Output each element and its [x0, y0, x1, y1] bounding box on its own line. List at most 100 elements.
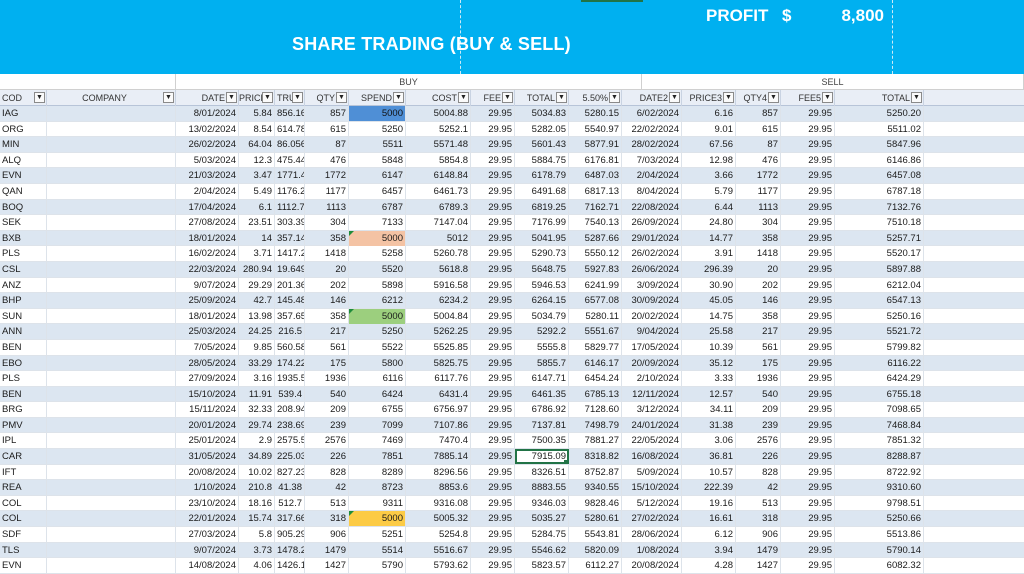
cell[interactable]: 22/05/2024 [622, 433, 682, 449]
cell[interactable] [47, 402, 176, 418]
cell[interactable]: 239 [736, 417, 781, 433]
cell[interactable]: 5035.27 [515, 511, 569, 527]
cell[interactable]: 5799.82 [835, 339, 924, 355]
cell[interactable]: 5848 [349, 152, 406, 168]
cell[interactable] [47, 215, 176, 231]
cell[interactable]: 42.7 [239, 293, 275, 309]
cell[interactable]: 25/01/2024 [176, 433, 239, 449]
cell[interactable]: 34.11 [682, 402, 736, 418]
cell[interactable]: 145.48 [277, 293, 305, 309]
cell[interactable]: 64.04 [239, 137, 275, 153]
cell[interactable]: IPL [0, 433, 47, 449]
cell[interactable]: 6.44 [682, 199, 736, 215]
cell[interactable]: 29.95 [781, 230, 835, 246]
cell[interactable]: 17/05/2024 [622, 339, 682, 355]
cell[interactable]: 29.95 [781, 121, 835, 137]
cell[interactable]: 29.95 [781, 324, 835, 340]
cell[interactable] [47, 511, 176, 527]
cell[interactable] [47, 449, 176, 465]
cell[interactable]: 29.95 [471, 230, 515, 246]
cell[interactable]: 1935.5 [277, 371, 305, 387]
cell[interactable]: 6786.92 [515, 402, 569, 418]
cell[interactable]: 29.95 [471, 168, 515, 184]
column-header[interactable]: PRICE ▼ [239, 90, 275, 106]
cell[interactable]: 29.95 [781, 199, 835, 215]
cell[interactable] [47, 121, 176, 137]
column-header[interactable]: COST ▼ [406, 90, 471, 106]
column-header[interactable]: TRU ▼ [275, 90, 305, 106]
cell[interactable]: 3.73 [239, 542, 275, 558]
cell[interactable]: 26/02/2024 [622, 246, 682, 262]
cell[interactable]: 3.71 [239, 246, 275, 262]
cell[interactable]: 6454.24 [569, 371, 622, 387]
cell[interactable]: 19.649 [277, 261, 305, 277]
cell[interactable]: 67.56 [682, 137, 736, 153]
cell[interactable]: 7885.14 [406, 449, 471, 465]
cell[interactable]: 856.16 [277, 106, 305, 121]
cell[interactable]: CAR [0, 449, 47, 465]
cell[interactable]: 5257.71 [835, 230, 924, 246]
cell[interactable]: 8296.56 [406, 464, 471, 480]
cell[interactable] [47, 386, 176, 402]
cell[interactable]: 21/03/2024 [176, 168, 239, 184]
cell[interactable]: 6.16 [682, 106, 736, 121]
cell[interactable]: 29.95 [781, 355, 835, 371]
cell[interactable]: 6787.18 [835, 183, 924, 199]
cell[interactable]: 5292.2 [515, 324, 569, 340]
cell[interactable]: 5916.58 [406, 277, 471, 293]
cell[interactable]: 29.95 [781, 449, 835, 465]
cell[interactable]: 5000 [349, 511, 406, 527]
cell[interactable]: 29.95 [471, 339, 515, 355]
cell[interactable]: 29.95 [471, 433, 515, 449]
cell[interactable]: 2/04/2024 [176, 183, 239, 199]
cell[interactable]: 8/04/2024 [622, 183, 682, 199]
cell[interactable]: 6789.3 [406, 199, 471, 215]
cell[interactable]: 16/08/2024 [622, 449, 682, 465]
cell[interactable]: 20 [736, 261, 781, 277]
cell[interactable]: 5260.78 [406, 246, 471, 262]
cell[interactable]: 226 [736, 449, 781, 465]
cell[interactable]: 1427 [736, 558, 781, 574]
cell[interactable]: 30/09/2024 [622, 293, 682, 309]
cell[interactable]: 3.66 [682, 168, 736, 184]
cell[interactable]: 29.95 [781, 558, 835, 574]
cell[interactable]: 6/02/2024 [622, 106, 682, 121]
cell[interactable] [47, 183, 176, 199]
cell[interactable]: 202 [736, 277, 781, 293]
cell[interactable] [47, 527, 176, 543]
cell[interactable]: 3.94 [682, 542, 736, 558]
cell[interactable]: 24.25 [239, 324, 275, 340]
cell[interactable]: 8752.87 [569, 464, 622, 480]
cell[interactable]: 22/01/2024 [176, 511, 239, 527]
cell[interactable]: 29.95 [781, 277, 835, 293]
cell[interactable]: 358 [736, 308, 781, 324]
cell[interactable]: 5511 [349, 137, 406, 153]
cell[interactable]: 29.95 [471, 402, 515, 418]
cell[interactable]: 5800 [349, 355, 406, 371]
cell[interactable]: 1176.2 [277, 183, 305, 199]
cell[interactable]: 5516.67 [406, 542, 471, 558]
column-header[interactable]: QTY4 ▼ [736, 90, 781, 106]
cell[interactable]: 19.16 [682, 495, 736, 511]
cell[interactable]: 7099 [349, 417, 406, 433]
cell[interactable]: 3/09/2024 [622, 277, 682, 293]
cell[interactable]: 513 [736, 495, 781, 511]
cell[interactable]: SEK [0, 215, 47, 231]
cell[interactable]: 29.95 [781, 542, 835, 558]
column-header[interactable]: TOTAL ▼ [515, 90, 569, 106]
cell[interactable]: 36.81 [682, 449, 736, 465]
cell[interactable]: 475.44 [277, 152, 305, 168]
cell[interactable]: 1113 [736, 199, 781, 215]
cell[interactable]: 8/01/2024 [176, 106, 239, 121]
cell[interactable]: 6146.17 [569, 355, 622, 371]
filter-dropdown-icon[interactable]: ▼ [556, 92, 567, 103]
cell[interactable]: 5290.73 [515, 246, 569, 262]
cell[interactable]: 12.98 [682, 152, 736, 168]
cell[interactable]: 6424 [349, 386, 406, 402]
cell[interactable]: 5034.79 [515, 308, 569, 324]
cell[interactable]: 225.03 [277, 449, 305, 465]
cell[interactable]: BHP [0, 293, 47, 309]
cell[interactable]: 857 [736, 106, 781, 121]
cell[interactable]: 5250.16 [835, 308, 924, 324]
cell[interactable]: 7133 [349, 215, 406, 231]
